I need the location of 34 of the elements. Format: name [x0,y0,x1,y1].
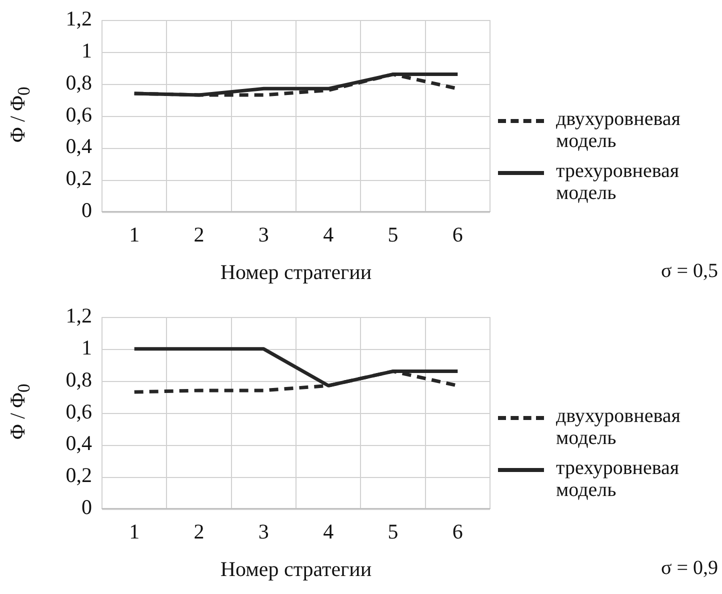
x-tick-label: 6 [452,222,463,247]
x-tick-label: 4 [323,222,334,247]
y-tick-label: 0 [82,495,92,520]
y-tick-label: 1,2 [66,6,92,31]
x-tick-label: 3 [258,520,269,544]
x-tick-label: 4 [323,520,334,544]
x-tick-label: 3 [258,222,269,247]
y-tick-label: 0,4 [66,431,92,456]
x-tick-label: 1 [129,222,140,247]
x-tick-label: 1 [129,520,140,544]
y-tick-label: 0,2 [66,166,92,190]
y-tick-label: 1 [82,38,92,62]
x-tick-label: 2 [194,222,204,247]
y-tick-label: 0,6 [66,399,92,424]
x-axis-title: Номер стратегии [220,556,372,581]
x-tick-label: 5 [388,520,398,544]
text: σ = 0,5 [660,260,718,283]
y-tick-label: 0,2 [66,463,92,488]
y-tick-label: 0 [82,198,92,222]
y-tick-label: 0,8 [66,70,92,94]
text: σ = 0,9 [660,557,718,580]
legend-label: трехуровневая модель [556,457,680,501]
legend-label: двухуровневая модель [556,405,682,449]
y-tick-label: 0,4 [66,134,92,158]
x-tick-label: 2 [194,520,204,544]
y-tick-label: 1 [82,335,92,360]
x-tick-label: 6 [452,520,463,544]
x-tick-label: 5 [388,222,398,247]
y-tick-label: 0,6 [66,102,92,126]
legend-label: двухуровневая модель [556,108,682,152]
x-axis-title: Номер стратегии [220,260,372,284]
y-tick-label: 1,2 [66,304,92,328]
legend-label: трехуровневая модель [556,160,680,204]
y-tick-label: 0,8 [66,367,92,392]
